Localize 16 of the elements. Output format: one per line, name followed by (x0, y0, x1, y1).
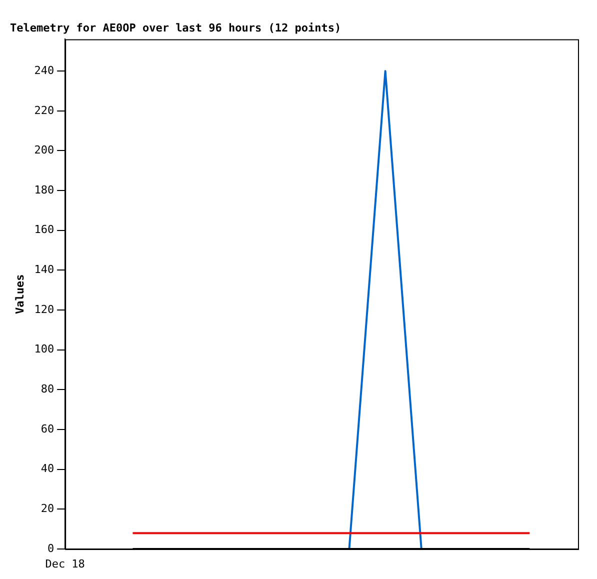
y-tick-label: 220 (34, 104, 54, 117)
y-tick-label: 200 (34, 144, 54, 157)
chart-title: Telemetry for AE0OP over last 96 hours (12 points) (10, 21, 342, 34)
y-tick-label: 0 (47, 542, 54, 555)
text: Dec 18 (45, 557, 85, 570)
y-tick-label: 60 (40, 422, 54, 436)
y-tick-label: 100 (34, 342, 54, 356)
y-axis-title: Values (13, 274, 26, 314)
y-tick-label: 140 (34, 263, 54, 276)
y-tick-label: 180 (34, 183, 54, 196)
y-tick-label: 160 (34, 223, 54, 236)
y-tick-label: 240 (34, 64, 54, 77)
y-tick-label: 20 (40, 502, 54, 516)
y-tick-label: 40 (40, 462, 54, 476)
y-tick-label: 80 (40, 382, 54, 396)
y-tick-label: 120 (34, 302, 54, 316)
